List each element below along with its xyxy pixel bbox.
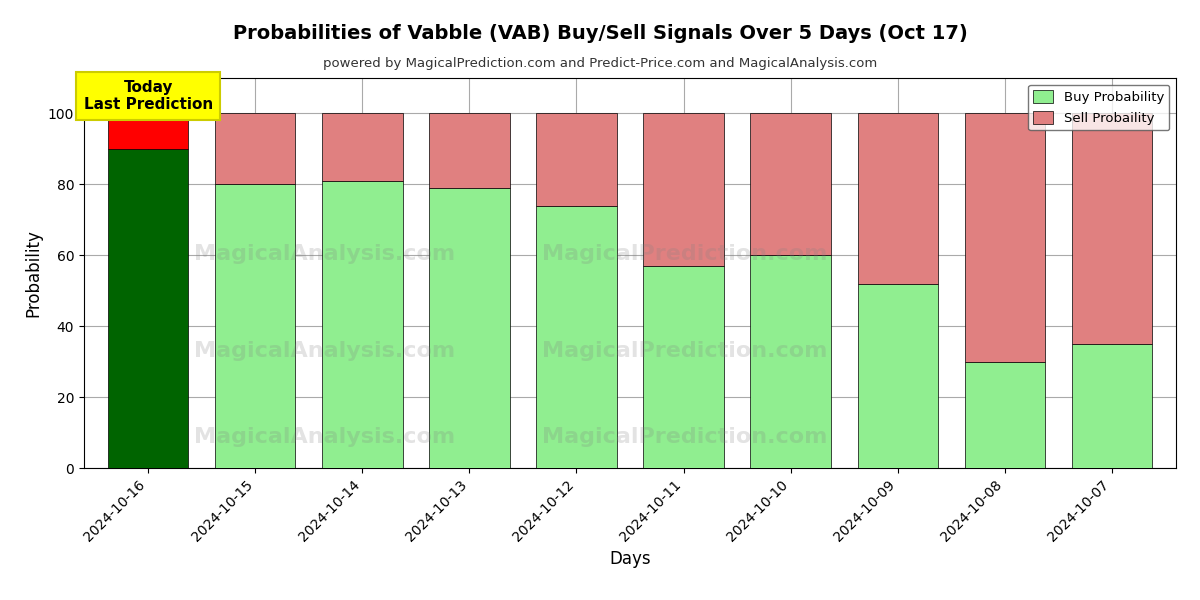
X-axis label: Days: Days bbox=[610, 550, 650, 568]
Bar bbox=[750, 113, 830, 255]
Text: MagicalAnalysis.com: MagicalAnalysis.com bbox=[193, 244, 455, 263]
Bar bbox=[858, 284, 937, 468]
Text: powered by MagicalPrediction.com and Predict-Price.com and MagicalAnalysis.com: powered by MagicalPrediction.com and Pre… bbox=[323, 57, 877, 70]
Bar bbox=[323, 113, 402, 181]
Text: MagicalPrediction.com: MagicalPrediction.com bbox=[542, 427, 827, 447]
Bar bbox=[323, 181, 402, 468]
Text: Today
Last Prediction: Today Last Prediction bbox=[84, 80, 212, 112]
Y-axis label: Probability: Probability bbox=[24, 229, 42, 317]
Text: Probabilities of Vabble (VAB) Buy/Sell Signals Over 5 Days (Oct 17): Probabilities of Vabble (VAB) Buy/Sell S… bbox=[233, 24, 967, 43]
Bar bbox=[108, 113, 188, 149]
Bar bbox=[643, 266, 724, 468]
Bar bbox=[430, 188, 510, 468]
Bar bbox=[750, 255, 830, 468]
Bar bbox=[215, 113, 295, 184]
Legend: Buy Probability, Sell Probaility: Buy Probability, Sell Probaility bbox=[1028, 85, 1170, 130]
Bar bbox=[215, 184, 295, 468]
Bar bbox=[965, 113, 1045, 362]
Text: MagicalAnalysis.com: MagicalAnalysis.com bbox=[193, 427, 455, 447]
Bar bbox=[430, 113, 510, 188]
Bar bbox=[1072, 344, 1152, 468]
Bar bbox=[858, 113, 937, 284]
Bar bbox=[536, 113, 617, 206]
Bar bbox=[1072, 113, 1152, 344]
Bar bbox=[108, 149, 188, 468]
Bar bbox=[643, 113, 724, 266]
Text: MagicalPrediction.com: MagicalPrediction.com bbox=[542, 341, 827, 361]
Bar bbox=[536, 206, 617, 468]
Text: MagicalAnalysis.com: MagicalAnalysis.com bbox=[193, 341, 455, 361]
Bar bbox=[965, 362, 1045, 468]
Text: MagicalPrediction.com: MagicalPrediction.com bbox=[542, 244, 827, 263]
